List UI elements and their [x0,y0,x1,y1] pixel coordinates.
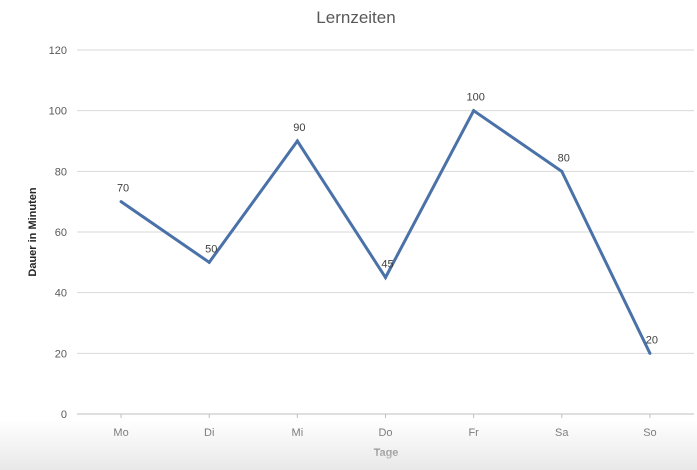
data-point [119,200,123,204]
y-tick-label: 80 [55,166,67,178]
x-tick-label: Sa [555,427,569,439]
gridlines [77,49,694,415]
data-point [648,351,652,355]
y-tick-label: 100 [49,106,67,118]
chart-title: Lernzeiten [316,8,395,27]
x-tick-label: Mi [292,427,304,439]
y-tick-label: 0 [61,409,67,421]
x-tick-label: Do [378,427,392,439]
y-tick-label: 20 [55,348,67,360]
y-axis-title: Dauer in Minuten [27,187,39,277]
x-tick-label: Mo [113,427,128,439]
data-label: 80 [558,152,570,164]
data-labels: 70 50 90 45 100 80 20 [117,92,658,347]
series-layer [119,108,652,355]
y-tick-label: 120 [49,45,67,57]
data-label: 50 [205,243,217,255]
x-tick-label: So [643,427,656,439]
data-point [472,109,476,113]
x-axis-ticks: Mo Di Mi Do Fr Sa So [113,414,657,439]
data-label: 90 [293,122,305,134]
data-label: 45 [381,259,393,271]
x-tick-label: Di [204,427,214,439]
data-point [207,260,211,264]
data-label: 20 [646,334,658,346]
x-tick-label: Fr [468,427,479,439]
data-point [295,139,299,143]
y-axis-ticks: 0 20 40 60 80 100 120 [49,45,67,421]
data-label: 70 [117,183,129,195]
data-label: 100 [466,92,484,104]
data-point [560,169,564,173]
y-tick-label: 60 [55,227,67,239]
x-axis-title: Tage [374,447,399,459]
y-tick-label: 40 [55,288,67,300]
data-point [384,276,387,279]
